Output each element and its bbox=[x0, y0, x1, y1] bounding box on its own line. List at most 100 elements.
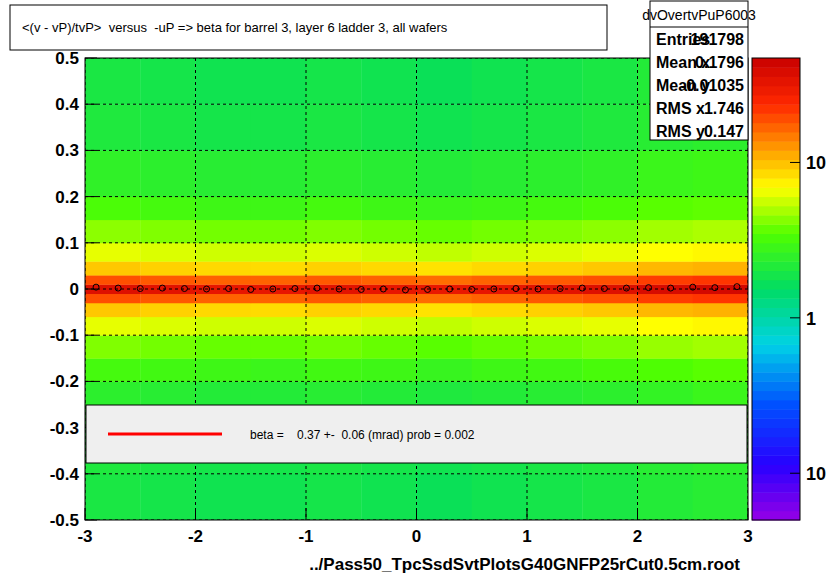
cell bbox=[251, 358, 307, 382]
cell bbox=[306, 474, 362, 520]
cell bbox=[472, 58, 528, 105]
y-tick bbox=[85, 242, 97, 243]
cell bbox=[85, 284, 141, 294]
stats-label: RMS x bbox=[656, 100, 705, 117]
x-tick bbox=[416, 508, 417, 520]
cell bbox=[417, 220, 473, 244]
cell bbox=[527, 220, 583, 244]
cell bbox=[638, 474, 694, 520]
cell bbox=[196, 294, 252, 304]
cell bbox=[251, 243, 307, 262]
cell bbox=[472, 243, 528, 262]
profile-point bbox=[734, 284, 740, 290]
cell bbox=[582, 303, 638, 317]
cell bbox=[582, 335, 638, 359]
colorbar-segment bbox=[752, 123, 800, 133]
colorbar-segment bbox=[752, 234, 800, 244]
cell bbox=[85, 197, 141, 221]
cell bbox=[527, 150, 583, 197]
profile-point bbox=[535, 286, 541, 292]
profile-point bbox=[336, 286, 342, 292]
profile-point bbox=[491, 286, 497, 292]
cell bbox=[638, 243, 694, 262]
cell bbox=[693, 335, 748, 359]
x-tick bbox=[195, 508, 196, 520]
cell bbox=[306, 261, 362, 275]
cell bbox=[361, 243, 417, 262]
colorbar-segment bbox=[752, 58, 800, 68]
cell bbox=[582, 243, 638, 262]
cell bbox=[527, 303, 583, 317]
cell bbox=[361, 197, 417, 221]
colorbar-segment bbox=[752, 187, 800, 197]
cell bbox=[251, 220, 307, 244]
cell bbox=[140, 58, 196, 105]
colorbar-segment bbox=[752, 317, 800, 327]
cell bbox=[85, 243, 141, 262]
cell bbox=[582, 294, 638, 304]
colorbar-segment bbox=[752, 243, 800, 253]
colorbar-segment bbox=[752, 215, 800, 225]
cell bbox=[417, 104, 473, 151]
profile-point bbox=[690, 284, 696, 290]
cell bbox=[693, 303, 748, 317]
colorbar-label: 10 bbox=[806, 153, 826, 173]
stats-value: -0.01035 bbox=[681, 77, 744, 94]
cell bbox=[196, 317, 252, 336]
cell bbox=[306, 358, 362, 382]
cell bbox=[582, 358, 638, 382]
colorbar-segment bbox=[752, 150, 800, 160]
profile-point bbox=[513, 286, 519, 292]
y-tick bbox=[85, 150, 97, 151]
cell bbox=[85, 303, 141, 317]
cell bbox=[638, 261, 694, 275]
colorbar-segment bbox=[752, 95, 800, 105]
colorbar-segment bbox=[752, 492, 800, 502]
colorbar-segment bbox=[752, 326, 800, 336]
colorbar-segment bbox=[752, 437, 800, 447]
cell bbox=[85, 317, 141, 336]
cell bbox=[85, 294, 141, 304]
cell bbox=[196, 197, 252, 221]
colorbar-segment bbox=[752, 372, 800, 382]
colorbar-segment bbox=[752, 474, 800, 484]
cell bbox=[85, 275, 141, 285]
cell bbox=[472, 317, 528, 336]
colorbar-label: 1 bbox=[806, 309, 816, 329]
cell bbox=[361, 294, 417, 304]
profile-point bbox=[447, 286, 453, 292]
colorbar-segment bbox=[752, 67, 800, 77]
cell bbox=[140, 284, 196, 294]
cell bbox=[527, 275, 583, 285]
cell bbox=[417, 294, 473, 304]
legend-line bbox=[108, 433, 222, 436]
legend-box bbox=[86, 405, 747, 463]
cell bbox=[196, 261, 252, 275]
profile-point bbox=[579, 285, 585, 291]
cell bbox=[693, 243, 748, 262]
profile-point bbox=[601, 286, 607, 292]
colorbar-segment bbox=[752, 289, 800, 299]
cell bbox=[251, 150, 307, 197]
x-tick-label: -1 bbox=[298, 527, 313, 546]
title-box bbox=[10, 5, 607, 50]
chart: -3-2-10123-0.5-0.4-0.3-0.2-0.100.10.20.3… bbox=[0, 0, 833, 579]
cell bbox=[638, 220, 694, 244]
cell bbox=[417, 261, 473, 275]
colorbar-segment bbox=[752, 455, 800, 465]
colorbar-segment bbox=[752, 160, 800, 170]
y-tick bbox=[85, 196, 97, 197]
colorbar-segment bbox=[752, 391, 800, 401]
y-tick-label: 0.2 bbox=[55, 188, 79, 207]
frame bbox=[85, 58, 748, 520]
grid-line bbox=[85, 104, 748, 105]
x-tick-label: 3 bbox=[743, 527, 752, 546]
cell bbox=[361, 303, 417, 317]
cell bbox=[638, 150, 694, 197]
cell bbox=[693, 474, 748, 520]
colorbar-segment bbox=[752, 280, 800, 290]
y-tick bbox=[85, 58, 97, 59]
profile-point bbox=[137, 286, 143, 292]
y-tick-label: 0 bbox=[70, 280, 79, 299]
y-tick-label: -0.2 bbox=[50, 372, 79, 391]
